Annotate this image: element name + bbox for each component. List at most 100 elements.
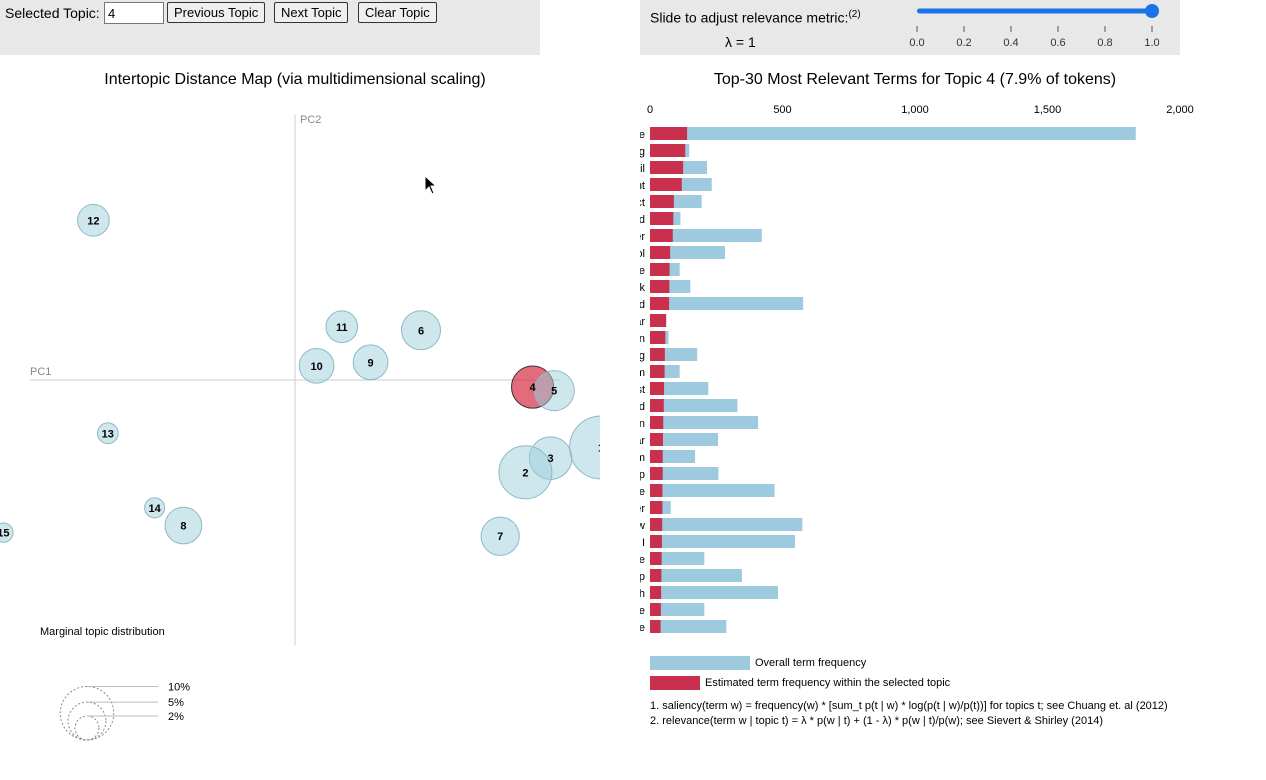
topic-frequency-bar[interactable] <box>650 263 670 276</box>
topic-bubble-11[interactable] <box>325 310 359 344</box>
overall-frequency-bar[interactable] <box>650 552 705 565</box>
overall-frequency-bar[interactable] <box>650 467 719 480</box>
overall-frequency-bar[interactable] <box>650 416 759 429</box>
topic-frequency-bar[interactable] <box>650 127 688 140</box>
overall-frequency-bar[interactable] <box>650 399 738 412</box>
term-label[interactable]: help <box>640 469 645 481</box>
legend-topic-swatch <box>650 676 700 690</box>
topic-frequency-bar[interactable] <box>650 416 664 429</box>
term-label[interactable]: ad <box>640 214 645 226</box>
topic-frequency-bar[interactable] <box>650 229 673 242</box>
topic-frequency-bar[interactable] <box>650 195 674 208</box>
term-label[interactable]: product <box>640 197 645 209</box>
overall-frequency-bar[interactable] <box>650 484 775 497</box>
overall-frequency-bar[interactable] <box>650 382 709 395</box>
previous-topic-button[interactable]: Previous Topic <box>167 2 266 23</box>
topic-bubble-10[interactable] <box>298 347 335 384</box>
term-label[interactable]: new <box>640 520 645 532</box>
overall-frequency-bar[interactable] <box>650 297 804 310</box>
term-label[interactable]: guide <box>640 265 645 277</box>
slider-track[interactable] <box>917 8 1152 14</box>
term-label[interactable]: free <box>640 605 645 617</box>
overall-frequency-bar[interactable] <box>650 586 778 599</box>
term-label[interactable]: marketing <box>640 146 645 158</box>
topic-bubble-5[interactable] <box>533 370 575 412</box>
topic-bubble-7[interactable] <box>480 516 520 556</box>
term-label[interactable]: version <box>640 418 645 430</box>
topic-frequency-bar[interactable] <box>650 178 682 191</box>
overall-frequency-bar[interactable] <box>650 535 795 548</box>
topic-frequency-bar[interactable] <box>650 467 663 480</box>
term-label[interactable]: email <box>640 163 645 175</box>
overall-frequency-bar[interactable] <box>650 569 742 582</box>
topic-frequency-bar[interactable] <box>650 518 663 531</box>
overall-frequency-bar[interactable] <box>650 620 727 633</box>
term-label[interactable]: build <box>640 299 645 311</box>
term-label[interactable]: blog <box>640 350 645 362</box>
overall-frequency-bar[interactable] <box>650 433 719 446</box>
term-label[interactable]: team <box>640 452 645 464</box>
term-label[interactable]: use <box>640 129 645 141</box>
topic-frequency-bar[interactable] <box>650 161 684 174</box>
topic-frequency-bar[interactable] <box>650 586 662 599</box>
topic-frequency-bar[interactable] <box>650 212 674 225</box>
term-label[interactable]: linkedin <box>640 333 645 345</box>
slider-thumb[interactable] <box>1145 4 1159 18</box>
term-label[interactable]: people <box>640 554 645 566</box>
term-label[interactable]: twitter <box>640 503 645 515</box>
topic-bubble-9[interactable] <box>352 344 389 381</box>
term-label[interactable]: launch <box>640 588 645 600</box>
topic-frequency-bar[interactable] <box>650 365 665 378</box>
overall-frequency-bar[interactable] <box>650 518 803 531</box>
topic-bubble-2[interactable] <box>498 445 553 500</box>
overall-frequency-bar[interactable] <box>650 127 1136 140</box>
topic-frequency-bar[interactable] <box>650 280 670 293</box>
topic-frequency-bar[interactable] <box>650 603 661 616</box>
topic-frequency-bar[interactable] <box>650 620 661 633</box>
topic-frequency-bar[interactable] <box>650 246 671 259</box>
term-label[interactable]: user <box>640 231 645 243</box>
term-label[interactable]: create <box>640 486 645 498</box>
term-label[interactable]: Angular <box>640 316 645 328</box>
topic-frequency-bar[interactable] <box>650 535 662 548</box>
term-bar-chart-title: Top-30 Most Relevant Terms for Topic 4 (… <box>713 71 1117 88</box>
intertopic-distance-map[interactable]: PC1PC2121161094513132148157Marginal topi… <box>0 80 600 780</box>
topic-frequency-bar[interactable] <box>650 144 686 157</box>
term-label[interactable]: content <box>640 180 645 192</box>
overall-frequency-bar[interactable] <box>650 229 762 242</box>
topic-bubble-8[interactable] <box>164 506 203 545</box>
term-label[interactable]: medium <box>640 367 645 379</box>
slider-tick-label: 0.8 <box>1097 37 1112 49</box>
topic-frequency-bar[interactable] <box>650 382 665 395</box>
topic-frequency-bar[interactable] <box>650 501 663 514</box>
clear-topic-button[interactable]: Clear Topic <box>358 2 437 23</box>
topic-bubble-13[interactable] <box>96 422 119 445</box>
topic-frequency-bar[interactable] <box>650 348 665 361</box>
topic-frequency-bar[interactable] <box>650 297 670 310</box>
term-label[interactable]: good <box>640 401 645 413</box>
topic-bubble-15[interactable] <box>0 522 14 543</box>
topic-bubble-1[interactable] <box>569 415 600 480</box>
term-label[interactable]: I <box>642 537 645 549</box>
term-label[interactable]: article <box>640 622 645 634</box>
term-label[interactable]: app <box>640 571 645 583</box>
topic-frequency-bar[interactable] <box>650 484 663 497</box>
overall-frequency-bar[interactable] <box>650 603 705 616</box>
relevance-slider[interactable]: 0.0 0.2 0.4 0.6 0.8 1.0 <box>640 0 1180 55</box>
topic-bubble-12[interactable] <box>77 203 110 237</box>
term-label[interactable]: facebook <box>640 282 645 294</box>
topic-frequency-bar[interactable] <box>650 399 664 412</box>
topic-frequency-bar[interactable] <box>650 569 662 582</box>
selected-topic-input[interactable] <box>104 2 164 24</box>
topic-bubble-6[interactable] <box>401 310 441 351</box>
topic-frequency-bar[interactable] <box>650 331 666 344</box>
topic-frequency-bar[interactable] <box>650 314 667 327</box>
topic-bubble-14[interactable] <box>144 497 166 519</box>
topic-frequency-bar[interactable] <box>650 552 662 565</box>
topic-frequency-bar[interactable] <box>650 433 663 446</box>
topic-frequency-bar[interactable] <box>650 450 663 463</box>
next-topic-button[interactable]: Next Topic <box>274 2 349 23</box>
term-label[interactable]: post <box>640 384 645 396</box>
term-label[interactable]: year <box>640 435 645 447</box>
term-label[interactable]: tool <box>640 248 645 260</box>
